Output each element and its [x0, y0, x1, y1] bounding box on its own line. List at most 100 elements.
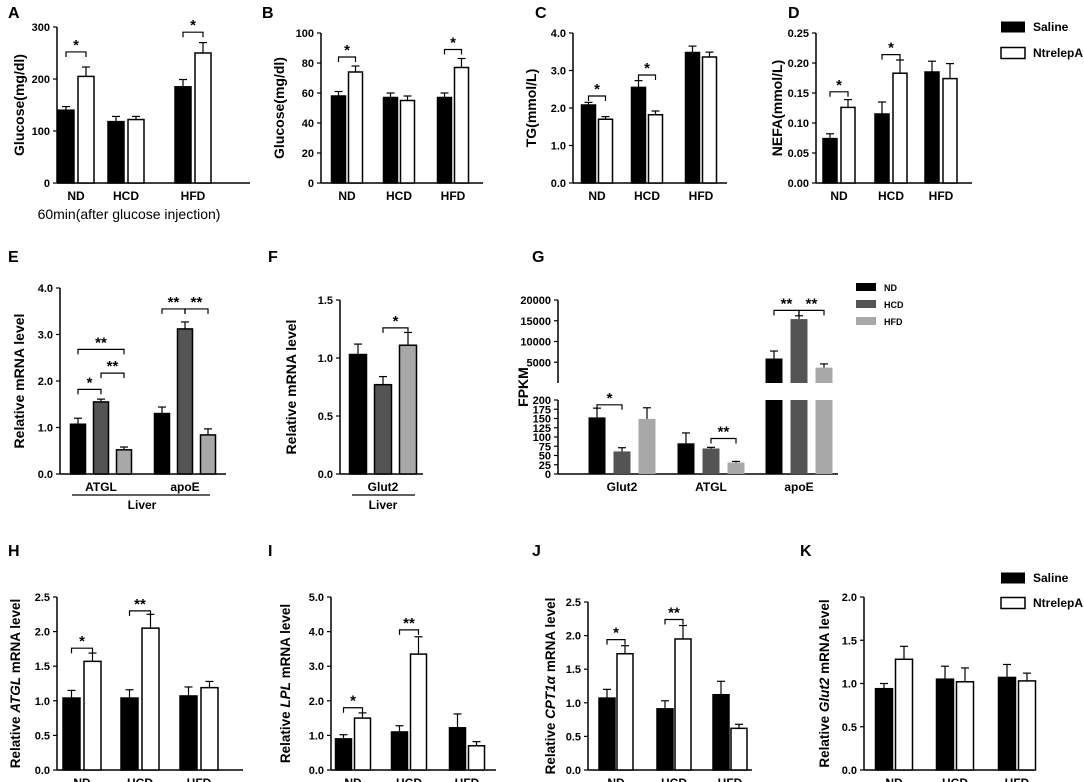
- bar-ntrelepa-nd: [353, 717, 372, 771]
- y-tick-label: 20: [302, 148, 314, 160]
- gene-name: ATGL: [8, 677, 23, 714]
- y-tick-label: 100: [296, 28, 314, 40]
- significance-bracket: [664, 618, 684, 625]
- bar-ntrelepa-hcd: [127, 118, 145, 184]
- x-axis-label: 60min(after glucose injection): [38, 206, 221, 222]
- bar-ntrelepa-nd: [894, 658, 914, 771]
- legend-label: HFD: [884, 317, 903, 327]
- bar-saline-nd: [62, 697, 81, 771]
- panel-letter: F: [268, 249, 278, 266]
- y-tick-label: 175: [533, 404, 551, 416]
- x-tick-label: HFD: [718, 776, 743, 782]
- bar-saline-hfd: [448, 727, 467, 771]
- x-tick-label: HFD: [441, 189, 466, 203]
- y-tick-label: 100: [32, 126, 50, 138]
- significance-bracket: [587, 95, 607, 101]
- significance-bracket: [184, 308, 209, 314]
- significance-marker: **: [191, 294, 203, 311]
- bar-ntrelepa-nd: [77, 75, 95, 184]
- panel-e: E 0.0 1.0 2.0 3.0 4.0 Relative mRNA level ATGL a…: [8, 249, 226, 512]
- y-tick-label: 1.0: [566, 698, 581, 710]
- y-tick-label: 0.5: [566, 731, 581, 743]
- y-tick-label: 10000: [520, 337, 551, 349]
- panel-letter: K: [800, 543, 812, 560]
- y-tick-label: 2.0: [551, 103, 566, 115]
- bar-hfd-apoe-upper: [815, 367, 833, 383]
- bar-saline-hcd: [107, 120, 125, 184]
- bar-saline-hcd: [656, 708, 674, 771]
- panel-letter: B: [262, 5, 274, 22]
- x-tick-label: HFD: [1005, 776, 1030, 782]
- y-tick-label: 2.0: [566, 631, 581, 643]
- y-axis-label: Relative mRNA level: [11, 314, 27, 449]
- bar-saline-nd: [598, 697, 616, 771]
- x-tick-label: HFD: [689, 189, 714, 203]
- bar-ntrelepa-nd: [616, 652, 634, 771]
- bar-hcd-apoe-upper: [790, 319, 808, 383]
- bar-saline-hfd: [174, 86, 192, 184]
- y-tick-label: 200: [32, 74, 50, 86]
- legend-diet: ND HCD HFD: [856, 283, 904, 327]
- y-tick-label: 1.5: [35, 661, 50, 673]
- legend-treatment-bottom: Saline NtrelepA: [1000, 571, 1083, 610]
- bar-nd-apoe-upper: [765, 358, 783, 383]
- significance-marker: *: [836, 77, 842, 94]
- y-tick-label: 1.5: [318, 295, 333, 307]
- significance-marker: **: [95, 334, 107, 351]
- y-axis-label: FPKM: [515, 367, 531, 407]
- legend-label: NtrelepA: [1033, 46, 1083, 60]
- y-axis-label: Relative mRNA level: [283, 320, 299, 455]
- significance-marker: **: [134, 596, 146, 613]
- bar-nd-apoe: [153, 412, 171, 475]
- bar-hcd-glut2: [373, 383, 393, 475]
- x-tick-label: apoE: [784, 480, 813, 494]
- y-tick-label: 0.5: [35, 730, 50, 742]
- x-tick-label: ND: [588, 189, 606, 203]
- significance-bracket: [637, 74, 657, 80]
- significance-marker: *: [888, 40, 894, 57]
- y-tick-label: 0.5: [318, 411, 333, 423]
- y-tick-label: 3.0: [38, 330, 53, 342]
- panel-letter: E: [8, 249, 19, 266]
- x-tick-label: Glut2: [607, 480, 638, 494]
- bar-ntrelepa-hcd: [955, 681, 975, 771]
- bar-ntrelepa-hcd: [409, 653, 428, 771]
- legend-swatch: [856, 317, 876, 325]
- y-tick-label: 25: [539, 460, 551, 472]
- bar-saline-hcd: [390, 731, 409, 771]
- bar-saline-hcd: [630, 86, 647, 184]
- legend-swatch: [1001, 21, 1025, 33]
- bar-saline-hfd: [712, 693, 730, 771]
- y-tick-label: 1.0: [35, 696, 50, 708]
- x-tick-label: HCD: [386, 189, 412, 203]
- legend-label: ND: [884, 283, 897, 293]
- bar-hcd-atgl: [702, 448, 720, 474]
- x-tick-label: ND: [67, 189, 85, 203]
- bar-saline-nd: [580, 104, 597, 184]
- panel-b: B 0 20 40 60 80 100 Glucose(mg/dl) ND HCD HFD * *: [262, 5, 483, 203]
- panel-i: I 0.0 1.0 2.0 3.0 4.0 5.0 Relative LPL mRNA lev…: [268, 543, 496, 782]
- bar-ntrelepa-hfd: [194, 52, 212, 184]
- significance-bracket: [65, 51, 87, 57]
- bar-saline-hfd: [924, 71, 940, 184]
- y-tick-label: 5.0: [309, 592, 324, 604]
- y-tick-label: 20000: [520, 295, 551, 307]
- y-label-part: mRNA level: [278, 604, 293, 682]
- x-tick-label: HFD: [181, 189, 206, 203]
- significance-marker: *: [350, 693, 356, 710]
- y-tick-label: 50: [539, 451, 551, 463]
- x-tick-label: HCD: [396, 776, 422, 782]
- bar-nd-atgl: [69, 423, 87, 475]
- y-tick-label: 4.0: [38, 283, 53, 295]
- y-tick-label: 1.0: [38, 423, 53, 435]
- significance-marker: **: [403, 615, 415, 632]
- y-tick-label: 0.0: [842, 765, 857, 777]
- y-tick-label: 3.0: [551, 66, 566, 78]
- bar-saline-nd: [874, 687, 894, 771]
- y-label-part: Relative: [278, 708, 293, 764]
- x-axis-label: Liver: [128, 498, 157, 512]
- legend-swatch: [856, 300, 876, 308]
- y-tick-label: 1.0: [318, 353, 333, 365]
- y-tick-label: 2.0: [35, 627, 50, 639]
- panel-letter: J: [532, 543, 541, 560]
